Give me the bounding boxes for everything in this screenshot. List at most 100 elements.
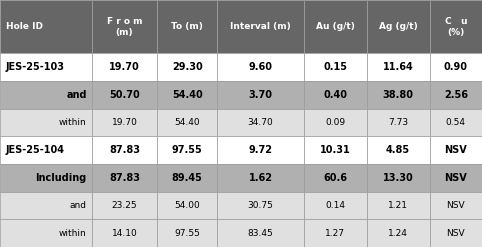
Text: 1.62: 1.62	[249, 173, 273, 183]
Bar	[157, 0, 217, 53]
Bar	[304, 53, 367, 81]
Bar	[429, 219, 482, 247]
Bar	[0, 81, 92, 108]
Text: NSV: NSV	[446, 201, 465, 210]
Text: 14.10: 14.10	[111, 229, 137, 238]
Text: 54.40: 54.40	[174, 118, 200, 127]
Bar	[92, 219, 157, 247]
Text: 0.09: 0.09	[325, 118, 346, 127]
Bar	[92, 108, 157, 136]
Bar	[367, 192, 429, 219]
Bar	[217, 219, 304, 247]
Text: 83.45: 83.45	[248, 229, 273, 238]
Text: JES-25-103: JES-25-103	[6, 62, 65, 72]
Text: 50.70: 50.70	[109, 90, 140, 100]
Bar	[217, 192, 304, 219]
Text: C   u
(%): C u (%)	[444, 17, 467, 37]
Text: 2.56: 2.56	[444, 90, 468, 100]
Bar	[157, 136, 217, 164]
Text: 87.83: 87.83	[109, 145, 140, 155]
Bar	[0, 0, 92, 53]
Bar	[367, 53, 429, 81]
Text: To (m): To (m)	[172, 22, 203, 31]
Bar	[304, 81, 367, 108]
Text: and: and	[70, 201, 87, 210]
Bar	[217, 108, 304, 136]
Text: and: and	[67, 90, 87, 100]
Text: 0.15: 0.15	[323, 62, 348, 72]
Text: Ag (g/t): Ag (g/t)	[379, 22, 417, 31]
Text: 11.64: 11.64	[383, 62, 414, 72]
Bar	[157, 192, 217, 219]
Text: 0.54: 0.54	[446, 118, 466, 127]
Text: 34.70: 34.70	[248, 118, 273, 127]
Bar	[367, 81, 429, 108]
Text: 3.70: 3.70	[249, 90, 273, 100]
Bar	[429, 164, 482, 192]
Text: 1.21: 1.21	[388, 201, 408, 210]
Bar	[217, 0, 304, 53]
Text: 19.70: 19.70	[111, 118, 137, 127]
Bar	[0, 136, 92, 164]
Text: Hole ID: Hole ID	[6, 22, 43, 31]
Text: 7.73: 7.73	[388, 118, 408, 127]
Bar	[304, 136, 367, 164]
Text: 0.14: 0.14	[325, 201, 345, 210]
Bar	[92, 136, 157, 164]
Bar	[304, 0, 367, 53]
Text: within: within	[59, 229, 87, 238]
Bar	[92, 0, 157, 53]
Text: 60.6: 60.6	[323, 173, 348, 183]
Text: NSV: NSV	[446, 229, 465, 238]
Bar	[217, 164, 304, 192]
Text: 23.25: 23.25	[112, 201, 137, 210]
Bar	[367, 108, 429, 136]
Bar	[0, 53, 92, 81]
Bar	[0, 219, 92, 247]
Text: 1.27: 1.27	[325, 229, 345, 238]
Bar	[217, 136, 304, 164]
Bar	[157, 164, 217, 192]
Text: 9.72: 9.72	[249, 145, 273, 155]
Text: 97.55: 97.55	[172, 145, 202, 155]
Bar	[429, 108, 482, 136]
Bar	[304, 108, 367, 136]
Text: Including: Including	[36, 173, 87, 183]
Bar	[304, 219, 367, 247]
Bar	[92, 164, 157, 192]
Text: F r o m
(m): F r o m (m)	[107, 17, 142, 37]
Text: 54.00: 54.00	[174, 201, 200, 210]
Text: JES-25-104: JES-25-104	[6, 145, 65, 155]
Text: 38.80: 38.80	[383, 90, 414, 100]
Text: 54.40: 54.40	[172, 90, 202, 100]
Text: 9.60: 9.60	[249, 62, 273, 72]
Text: 10.31: 10.31	[320, 145, 351, 155]
Bar	[367, 136, 429, 164]
Text: within: within	[59, 118, 87, 127]
Text: 29.30: 29.30	[172, 62, 202, 72]
Text: 13.30: 13.30	[383, 173, 414, 183]
Text: NSV: NSV	[444, 145, 467, 155]
Bar	[367, 0, 429, 53]
Bar	[157, 53, 217, 81]
Text: 89.45: 89.45	[172, 173, 203, 183]
Text: 19.70: 19.70	[109, 62, 140, 72]
Bar	[217, 53, 304, 81]
Bar	[157, 81, 217, 108]
Bar	[0, 192, 92, 219]
Text: 4.85: 4.85	[386, 145, 410, 155]
Bar	[367, 219, 429, 247]
Bar	[157, 108, 217, 136]
Bar	[217, 81, 304, 108]
Bar	[429, 136, 482, 164]
Bar	[92, 192, 157, 219]
Text: NSV: NSV	[444, 173, 467, 183]
Text: Interval (m): Interval (m)	[230, 22, 291, 31]
Text: 0.90: 0.90	[444, 62, 468, 72]
Text: 87.83: 87.83	[109, 173, 140, 183]
Bar	[429, 192, 482, 219]
Bar	[367, 164, 429, 192]
Bar	[429, 81, 482, 108]
Bar	[0, 108, 92, 136]
Bar	[429, 0, 482, 53]
